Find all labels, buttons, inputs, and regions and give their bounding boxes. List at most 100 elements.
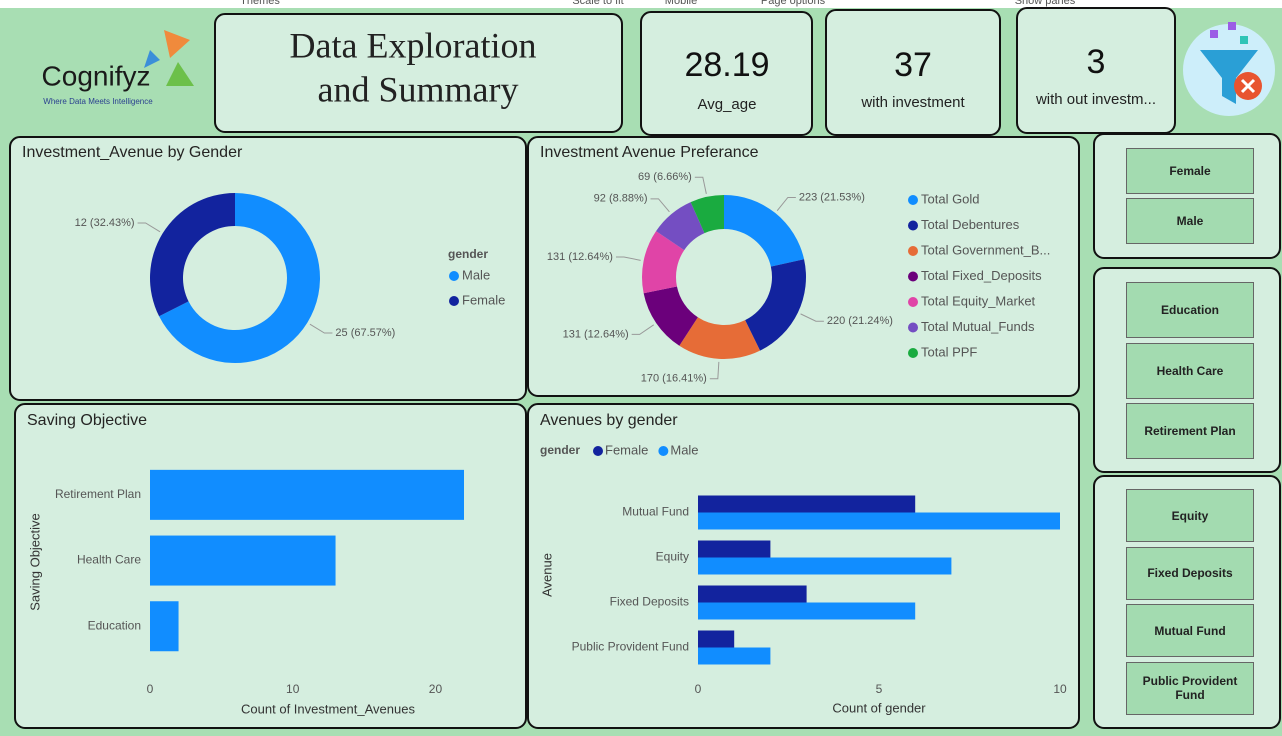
chart-title: Saving Objective: [27, 412, 147, 429]
y-tick-label: Public Provident Fund: [572, 640, 689, 654]
leader-line: [309, 323, 333, 334]
donut-slice: [656, 202, 705, 251]
leader-line: [615, 256, 641, 261]
slicer-button[interactable]: Fixed Deposits: [1126, 546, 1254, 600]
legend-swatch: [908, 195, 918, 205]
legend-swatch: [908, 246, 918, 256]
chart-title: Avenues by gender: [540, 412, 678, 429]
filter-icon: [1210, 30, 1218, 38]
leader-line: [776, 196, 796, 212]
y-tick-label: Health Care: [77, 553, 141, 567]
slicer-button[interactable]: Equity: [1126, 489, 1254, 542]
bar: [698, 585, 807, 603]
data-label: 170 (16.41%): [641, 373, 707, 385]
x-tick-label: 5: [876, 682, 883, 696]
legend-swatch: [908, 220, 918, 231]
legend-label: Male: [670, 442, 698, 457]
x-tick-label: 0: [695, 682, 702, 696]
card-value: 3: [1087, 43, 1106, 81]
leader-line: [137, 222, 161, 233]
leader-line: [631, 324, 655, 335]
logo-shape: [144, 50, 160, 68]
legend-title: gender: [448, 247, 488, 261]
legend-swatch: [449, 296, 459, 306]
logo-shape: [164, 30, 190, 58]
chart-title: Investment_Avenue by Gender: [22, 144, 243, 161]
slicer-button[interactable]: Retirement Plan: [1126, 403, 1254, 459]
donut-slice: [159, 193, 321, 363]
logo-shape: [166, 62, 194, 86]
data-label: 25 (67.57%): [335, 327, 395, 339]
legend-swatch: [658, 446, 669, 456]
donut-slice: [643, 286, 698, 346]
legend-swatch: [908, 322, 918, 333]
chart-title: Investment Avenue Preferance: [540, 144, 759, 161]
x-tick-label: 0: [147, 682, 154, 696]
data-label: 12 (32.43%): [75, 217, 135, 229]
slicer-button[interactable]: Public Provident Fund: [1126, 661, 1254, 715]
slicer-button[interactable]: Education: [1126, 282, 1254, 338]
slicer-button[interactable]: Mutual Fund: [1126, 604, 1254, 657]
legend-label: Total Government_B...: [921, 242, 1050, 257]
card-value: 28.19: [684, 46, 769, 84]
bar: [698, 557, 952, 575]
bar: [150, 469, 464, 520]
card-panel: [825, 9, 1001, 136]
leader-line: [650, 198, 670, 213]
legend-label: Male: [462, 267, 490, 282]
card-label: Avg_age: [698, 96, 757, 113]
slicer-button[interactable]: Male: [1126, 198, 1254, 244]
donut-slice: [679, 317, 761, 359]
x-tick-label: 20: [429, 682, 443, 696]
filter-icon: [1240, 78, 1256, 94]
card-panel: [640, 11, 813, 136]
y-tick-label: Education: [88, 618, 141, 632]
x-tick-label: 10: [286, 682, 300, 696]
legend-swatch: [593, 446, 603, 456]
filter-icon: [1228, 22, 1236, 30]
filter-icon: [1240, 36, 1248, 44]
slicer-button[interactable]: Female: [1126, 148, 1254, 194]
legend-swatch: [908, 348, 918, 358]
toolbar-item: Show panes: [1015, 0, 1076, 7]
bar: [698, 512, 1060, 530]
y-tick-label: Equity: [656, 550, 689, 564]
logo-name: Cognifyz: [42, 60, 151, 91]
legend-label: Total Equity_Market: [921, 293, 1036, 308]
bar: [150, 535, 336, 586]
chart-panel: [9, 136, 527, 401]
leader-line: [694, 176, 707, 194]
toolbar-item: Mobile: [665, 0, 697, 7]
card-panel: [1016, 7, 1176, 134]
legend-title: gender: [540, 443, 580, 457]
slicer-button[interactable]: Health Care: [1126, 342, 1254, 399]
donut-slice: [690, 195, 724, 234]
donut-slice: [150, 193, 235, 317]
legend-label: Female: [462, 292, 505, 307]
bar: [698, 540, 771, 558]
donut-slice: [724, 195, 805, 267]
y-tick-label: Fixed Deposits: [610, 595, 689, 609]
legend-label: Total PPF: [921, 344, 977, 359]
leader-line: [800, 313, 824, 322]
bar: [698, 602, 916, 620]
y-axis-label: Saving Objective: [27, 513, 42, 611]
legend-swatch: [908, 271, 918, 282]
legend-label: Total Fixed_Deposits: [921, 268, 1042, 283]
card-label: with investment: [860, 94, 965, 111]
legend-label: Total Mutual_Funds: [921, 319, 1035, 334]
legend-label: Total Debentures: [921, 217, 1020, 232]
legend-label: Total Gold: [921, 191, 980, 206]
toolbar-strip: [0, 0, 1282, 8]
data-label: 92 (8.88%): [594, 193, 648, 205]
x-tick-label: 10: [1053, 682, 1067, 696]
bar: [698, 647, 771, 665]
bar: [698, 630, 735, 648]
card-label: with out investm...: [1035, 91, 1156, 108]
bar: [698, 495, 916, 513]
data-label: 69 (6.66%): [638, 171, 692, 183]
y-tick-label: Mutual Fund: [622, 505, 689, 519]
filter-icon: [1200, 50, 1258, 104]
